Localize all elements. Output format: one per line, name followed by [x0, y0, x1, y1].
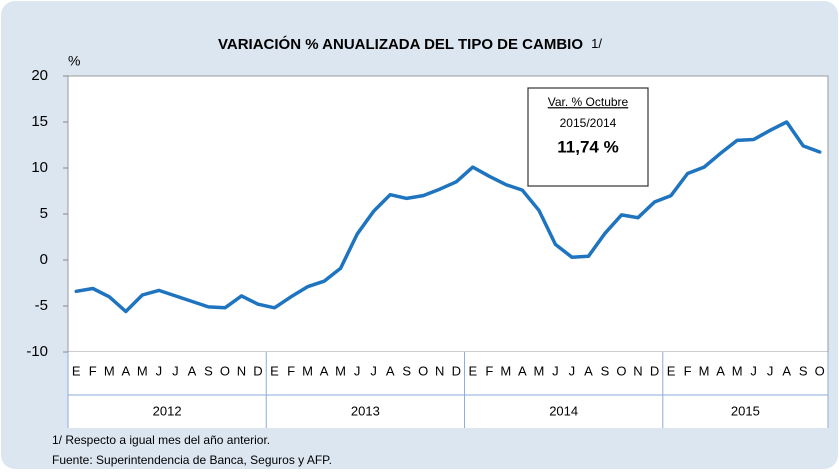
x-tick-label: F — [485, 363, 493, 378]
x-tick-label: J — [370, 363, 377, 378]
x-tick-label: A — [716, 363, 725, 378]
annotation-box — [527, 87, 649, 187]
data-line — [74, 120, 822, 314]
year-label: 2013 — [351, 403, 380, 418]
x-tick-label: J — [750, 363, 757, 378]
x-tick-label: A — [188, 363, 197, 378]
annotation-value: 11,74 % — [557, 137, 618, 156]
y-tick-label: 10 — [31, 159, 48, 176]
x-tick-label: E — [667, 363, 676, 378]
title-note: 1/ — [591, 36, 602, 51]
year-label: 2015 — [731, 403, 760, 418]
x-tick-label: A — [782, 363, 791, 378]
x-tick-label: D — [650, 363, 659, 378]
x-tick-label: M — [732, 363, 743, 378]
y-tick-label: -10 — [26, 343, 48, 360]
x-tick-label: S — [799, 363, 808, 378]
y-tick-label: -5 — [35, 297, 48, 314]
category-area — [68, 352, 828, 428]
x-tick-label: M — [104, 363, 115, 378]
x-tick-label: M — [335, 363, 346, 378]
x-tick-label: A — [121, 363, 130, 378]
x-tick-label: F — [89, 363, 97, 378]
y-tick-label: 5 — [40, 205, 48, 222]
x-tick-label: M — [533, 363, 544, 378]
x-tick-label: S — [204, 363, 213, 378]
x-tick-label: J — [569, 363, 576, 378]
y-tick-label: 20 — [31, 67, 48, 84]
x-tick-label: A — [584, 363, 593, 378]
x-tick-label: O — [418, 363, 428, 378]
footnote: Fuente: Superintendencia de Banca, Segur… — [52, 453, 332, 467]
x-tick-label: M — [699, 363, 710, 378]
y-unit: % — [68, 53, 80, 69]
x-tick-label: O — [220, 363, 230, 378]
x-tick-label: F — [287, 363, 295, 378]
x-tick-label: A — [518, 363, 527, 378]
annotation-period: 2015/2014 — [560, 116, 617, 130]
x-tick-label: A — [320, 363, 329, 378]
x-tick-label: O — [815, 363, 825, 378]
x-tick-label: E — [72, 363, 81, 378]
x-tick-label: M — [137, 363, 148, 378]
x-tick-label: D — [452, 363, 461, 378]
x-tick-label: E — [468, 363, 477, 378]
x-tick-label: J — [172, 363, 179, 378]
x-tick-label: S — [601, 363, 610, 378]
x-tick-label: F — [684, 363, 692, 378]
x-tick-label: J — [354, 363, 361, 378]
x-tick-label: A — [386, 363, 395, 378]
y-tick-label: 15 — [31, 113, 48, 130]
x-tick-label: M — [500, 363, 511, 378]
x-tick-label: N — [237, 363, 246, 378]
x-tick-label: J — [767, 363, 774, 378]
x-tick-label: S — [402, 363, 411, 378]
annotation-title: Var. % Octubre — [548, 95, 629, 109]
year-label: 2014 — [549, 403, 578, 418]
x-tick-label: E — [270, 363, 279, 378]
x-tick-label: D — [253, 363, 262, 378]
x-tick-label: J — [156, 363, 163, 378]
plot-area — [67, 75, 829, 353]
year-label: 2012 — [153, 403, 182, 418]
title-text: VARIACIÓN % ANUALIZADA DEL TIPO DE CAMBI… — [218, 35, 583, 53]
x-tick-label: O — [616, 363, 626, 378]
footnote: 1/ Respecto a igual mes del año anterior… — [52, 433, 270, 447]
x-tick-label: J — [552, 363, 559, 378]
chart-title: VARIACIÓN % ANUALIZADA DEL TIPO DE CAMBI… — [218, 35, 602, 53]
x-tick-label: M — [302, 363, 313, 378]
y-tick-label: 0 — [40, 251, 48, 268]
x-tick-label: N — [633, 363, 642, 378]
x-tick-label: N — [435, 363, 444, 378]
